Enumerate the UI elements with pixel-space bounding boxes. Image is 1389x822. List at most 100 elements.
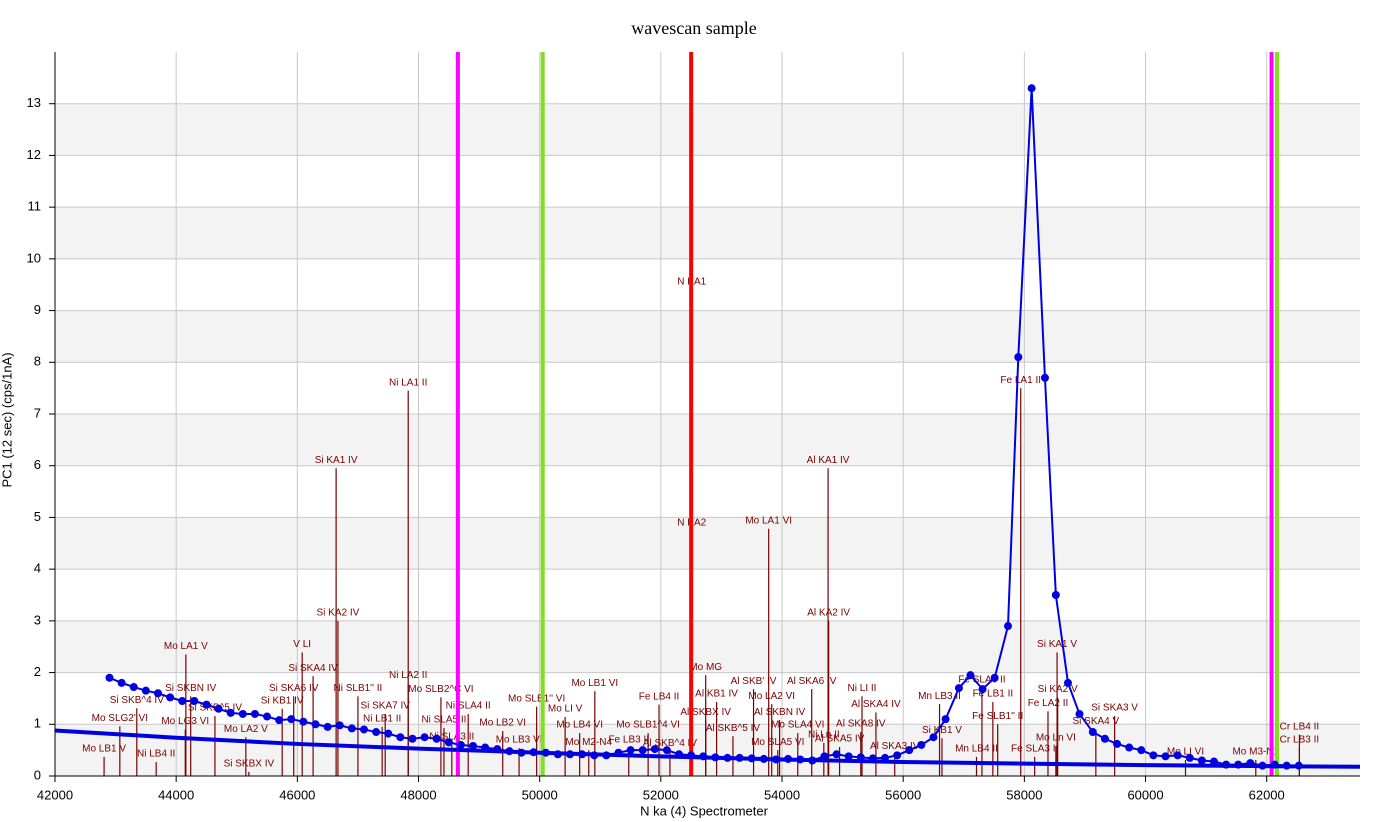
klm-label: Fe SLA6 II [958,675,1005,686]
klm-label: Ni SLB1'' II [334,683,383,694]
klm-label: Al SKA5 IV [815,734,865,745]
klm-label: Mo LA2 VI [748,691,795,702]
data-point [384,729,393,738]
data-point [190,697,199,706]
data-point [129,683,138,692]
y-axis-label: PC1 (12 sec) (cps/1nA) [0,352,14,487]
klm-label: Al SKA4 IV [851,699,901,710]
klm-label: Mo LB3 VI [496,735,543,746]
data-point [1113,739,1122,748]
klm-label: Fe LB3 II [608,735,649,746]
data-point [153,689,162,698]
klm-label: Ni LI II [848,683,877,694]
data-point [1004,622,1013,631]
data-point [420,733,429,742]
data-point [1125,743,1134,752]
data-point [238,709,247,718]
klm-label: Mo LB4 VI [556,720,603,731]
y-tick-label: 0 [34,767,41,782]
klm-label: Mo LB1 V [82,744,126,755]
klm-label: Al SKBX IV [680,707,731,718]
data-point [359,725,368,734]
y-tick-label: 12 [27,147,41,162]
data-point [408,734,417,743]
klm-label: Al SKA8 IV [836,719,886,730]
klm-label: Fe LA1 II [1000,375,1041,386]
y-tick-label: 7 [34,405,41,420]
grid-band [55,620,1360,673]
data-point [1063,678,1072,687]
grid-band [55,517,1360,570]
klm-label: Ni SLA3 II [429,732,474,743]
y-tick-label: 2 [34,664,41,679]
data-point [275,716,284,725]
data-point [626,746,635,755]
data-point [966,671,975,680]
y-tick-label: 5 [34,509,41,524]
data-point [1100,734,1109,743]
klm-label: Mo LB2 VI [479,718,526,729]
grid-band [55,103,1360,156]
x-tick-label: 46000 [279,787,315,802]
y-tick-label: 1 [34,716,41,731]
data-point [1088,728,1097,737]
klm-label: Ni LB1 II [363,714,401,725]
data-point [978,685,987,694]
klm-label: Mo MG [689,662,722,673]
klm-label: Si SKA4 IV [288,663,338,674]
klm-label: Si SKA7 IV [360,701,410,712]
klm-label: Al SKB' IV [731,676,777,687]
data-point [347,724,356,733]
klm-label: Mo SLB1'' VI [508,693,565,704]
data-point [1040,373,1049,382]
data-line [54,728,1361,769]
data-point [469,742,478,751]
x-axis-label: N ka (4) Spectrometer [640,803,769,818]
klm-label: Mo LA1 V [164,641,208,652]
x-tick-label: 44000 [158,787,194,802]
klm-label: Mo LA1 VI [745,515,792,526]
klm-label: Al KA1 IV [807,455,850,466]
data-point [299,717,308,726]
klm-label: Al KA2 IV [807,607,850,618]
data-point [250,709,259,718]
y-tick-label: 3 [34,612,41,627]
data-point [1197,756,1206,765]
x-tick-label: 58000 [1006,787,1042,802]
klm-label: Si SKA6 IV [269,683,319,694]
data-point [263,712,272,721]
klm-label: Si SKA4 V [1072,716,1119,727]
klm-label: Mo Ln VI [1036,733,1076,744]
data-point [990,673,999,682]
klm-label: Ni SLA4 II [446,701,491,712]
data-point [141,686,150,695]
data-point [1075,709,1084,718]
y-tick-label: 11 [28,199,42,214]
data-point [832,750,841,759]
data-point [287,715,296,724]
klm-label: Fe LB4 II [639,691,680,702]
data-point [105,673,114,682]
data-point [1014,353,1023,362]
data-point [117,678,126,687]
data-point [1161,752,1170,761]
klm-label: Mo SLB2^C VI [408,684,473,695]
klm-label: Mn LB4 II [955,744,998,755]
data-point [650,745,659,754]
klm-label: Al SKA3 IV [870,741,920,752]
data-point [844,752,853,761]
data-point [917,740,926,749]
klm-label: Ni Ln II [808,730,840,741]
data-point [432,734,441,743]
klm-label: Mo M3-N1 [1232,747,1279,758]
data-point [1173,751,1182,760]
y-tick-label: 8 [34,354,41,369]
klm-label: Fe SLA3 II [1011,744,1058,755]
klm-label: Si KA2 V [1038,684,1078,695]
klm-label: Fe SLB1'' II [972,711,1023,722]
data-point [941,715,950,724]
x-tick-label: 60000 [1127,787,1163,802]
data-point [178,697,187,706]
klm-label: Al SKB^5 IV [706,723,760,734]
